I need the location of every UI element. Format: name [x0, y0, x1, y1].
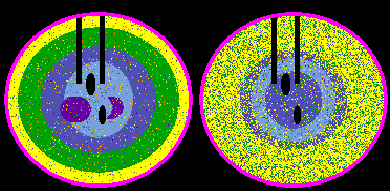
Text: a): a) — [5, 7, 18, 20]
Text: b): b) — [200, 7, 213, 20]
Text: a): a) — [5, 7, 20, 20]
